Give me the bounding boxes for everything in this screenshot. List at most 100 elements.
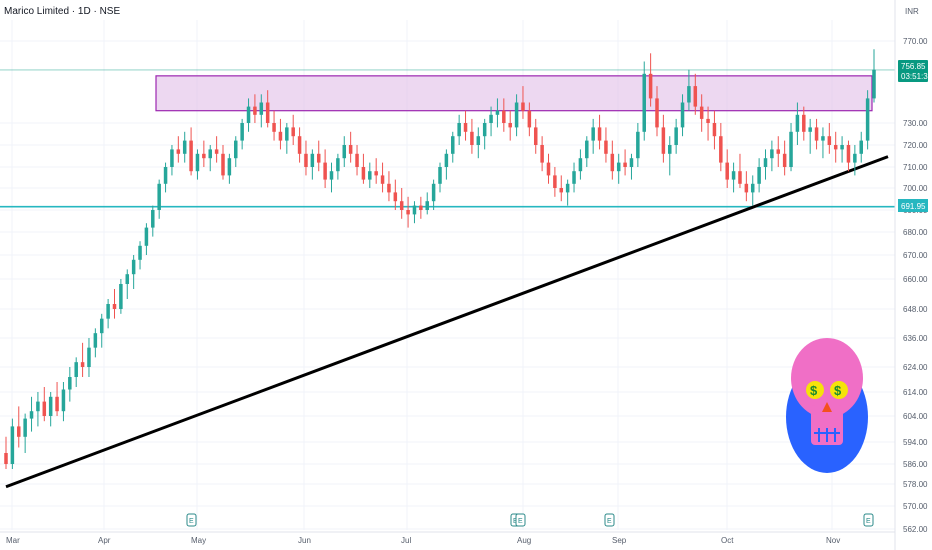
candle-body <box>527 110 532 128</box>
candle-body <box>853 153 857 163</box>
candle-body <box>297 136 302 154</box>
candle-body <box>342 145 347 159</box>
candle-body <box>846 145 851 163</box>
y-tick-label: 710.00 <box>903 163 928 172</box>
x-tick-label: May <box>191 536 206 545</box>
earnings-marker-icon[interactable]: E <box>515 513 526 527</box>
svg-text:E: E <box>518 518 523 525</box>
candle-body <box>476 136 481 145</box>
svg-text:E: E <box>607 518 612 525</box>
candle <box>29 396 34 432</box>
candle <box>750 175 755 206</box>
candle-body <box>272 123 276 132</box>
candle-body <box>629 158 634 167</box>
candle-body <box>380 175 385 184</box>
candle <box>310 149 315 180</box>
candle <box>412 201 417 224</box>
y-tick-label: 660.00 <box>903 275 928 284</box>
y-tick-label: 570.00 <box>903 502 928 511</box>
candle-body <box>368 171 372 180</box>
candle <box>802 106 806 141</box>
candle <box>833 131 838 163</box>
candle-body <box>138 245 142 260</box>
candle-body <box>744 183 749 193</box>
candle-body <box>591 127 595 141</box>
candle-body <box>176 149 181 154</box>
candle <box>240 118 244 150</box>
y-axis: 770.00730.00720.00710.00700.00690.00680.… <box>894 0 928 550</box>
candle-body <box>182 140 187 154</box>
candle <box>770 140 774 172</box>
candle-body <box>406 210 410 215</box>
candle <box>131 255 136 289</box>
x-tick-label: Nov <box>826 536 840 545</box>
candle <box>291 114 295 145</box>
candle-body <box>674 127 678 145</box>
candle-body <box>265 102 270 123</box>
candle <box>827 123 832 154</box>
candle-body <box>642 73 646 132</box>
candle <box>591 118 595 154</box>
candle <box>444 149 449 180</box>
x-tick-label: Aug <box>517 536 531 545</box>
candle <box>808 118 812 154</box>
candle-body <box>36 401 40 412</box>
svg-text:E: E <box>189 518 194 525</box>
candle-body <box>99 318 104 334</box>
candle-body <box>521 102 525 111</box>
candle-body <box>310 153 315 167</box>
earnings-marker-icon[interactable]: E <box>604 513 615 527</box>
resistance-zone <box>155 75 873 112</box>
candle <box>265 90 270 128</box>
y-tick-label: 594.00 <box>903 438 928 447</box>
candle <box>559 175 564 202</box>
candle-body <box>795 114 800 132</box>
candle <box>119 279 123 314</box>
candle-body <box>776 149 781 154</box>
candle-body <box>195 153 200 172</box>
y-tick-label: 670.00 <box>903 251 928 260</box>
earnings-marker-icon[interactable]: E <box>186 513 197 527</box>
candle <box>227 153 232 184</box>
candle <box>706 106 710 141</box>
candle <box>361 153 366 184</box>
y-tick-label: 586.00 <box>903 460 928 469</box>
candle <box>99 313 104 348</box>
candle-body <box>119 284 123 309</box>
candle-body <box>616 162 621 172</box>
candle <box>648 53 653 107</box>
candle-body <box>661 127 666 154</box>
candle-body <box>227 158 232 176</box>
candle <box>151 205 155 237</box>
candle <box>859 131 863 163</box>
x-tick-label: Jun <box>298 536 311 545</box>
candle <box>342 136 347 167</box>
candle-body <box>502 110 506 123</box>
earnings-marker-icon[interactable]: E <box>863 513 874 527</box>
candle-body <box>833 145 838 150</box>
candle-body <box>393 192 398 202</box>
candle <box>74 357 78 387</box>
candle <box>668 136 672 176</box>
candle <box>674 118 678 154</box>
candle <box>776 136 781 167</box>
candle-body <box>151 210 155 228</box>
candle <box>36 392 40 427</box>
candle-body <box>412 205 417 215</box>
candle-body <box>565 183 570 193</box>
candle-body <box>489 114 493 123</box>
candle-body <box>208 149 212 159</box>
candle-body <box>10 426 15 464</box>
candle-body <box>572 171 576 184</box>
candle <box>623 149 627 176</box>
candle-body <box>304 153 308 167</box>
candle <box>431 179 436 210</box>
candle-body <box>163 167 168 184</box>
candle <box>304 140 308 176</box>
candle-body <box>278 131 283 141</box>
support-price-tag-bg <box>898 199 928 212</box>
candle-body <box>214 149 219 154</box>
candle <box>789 123 793 172</box>
